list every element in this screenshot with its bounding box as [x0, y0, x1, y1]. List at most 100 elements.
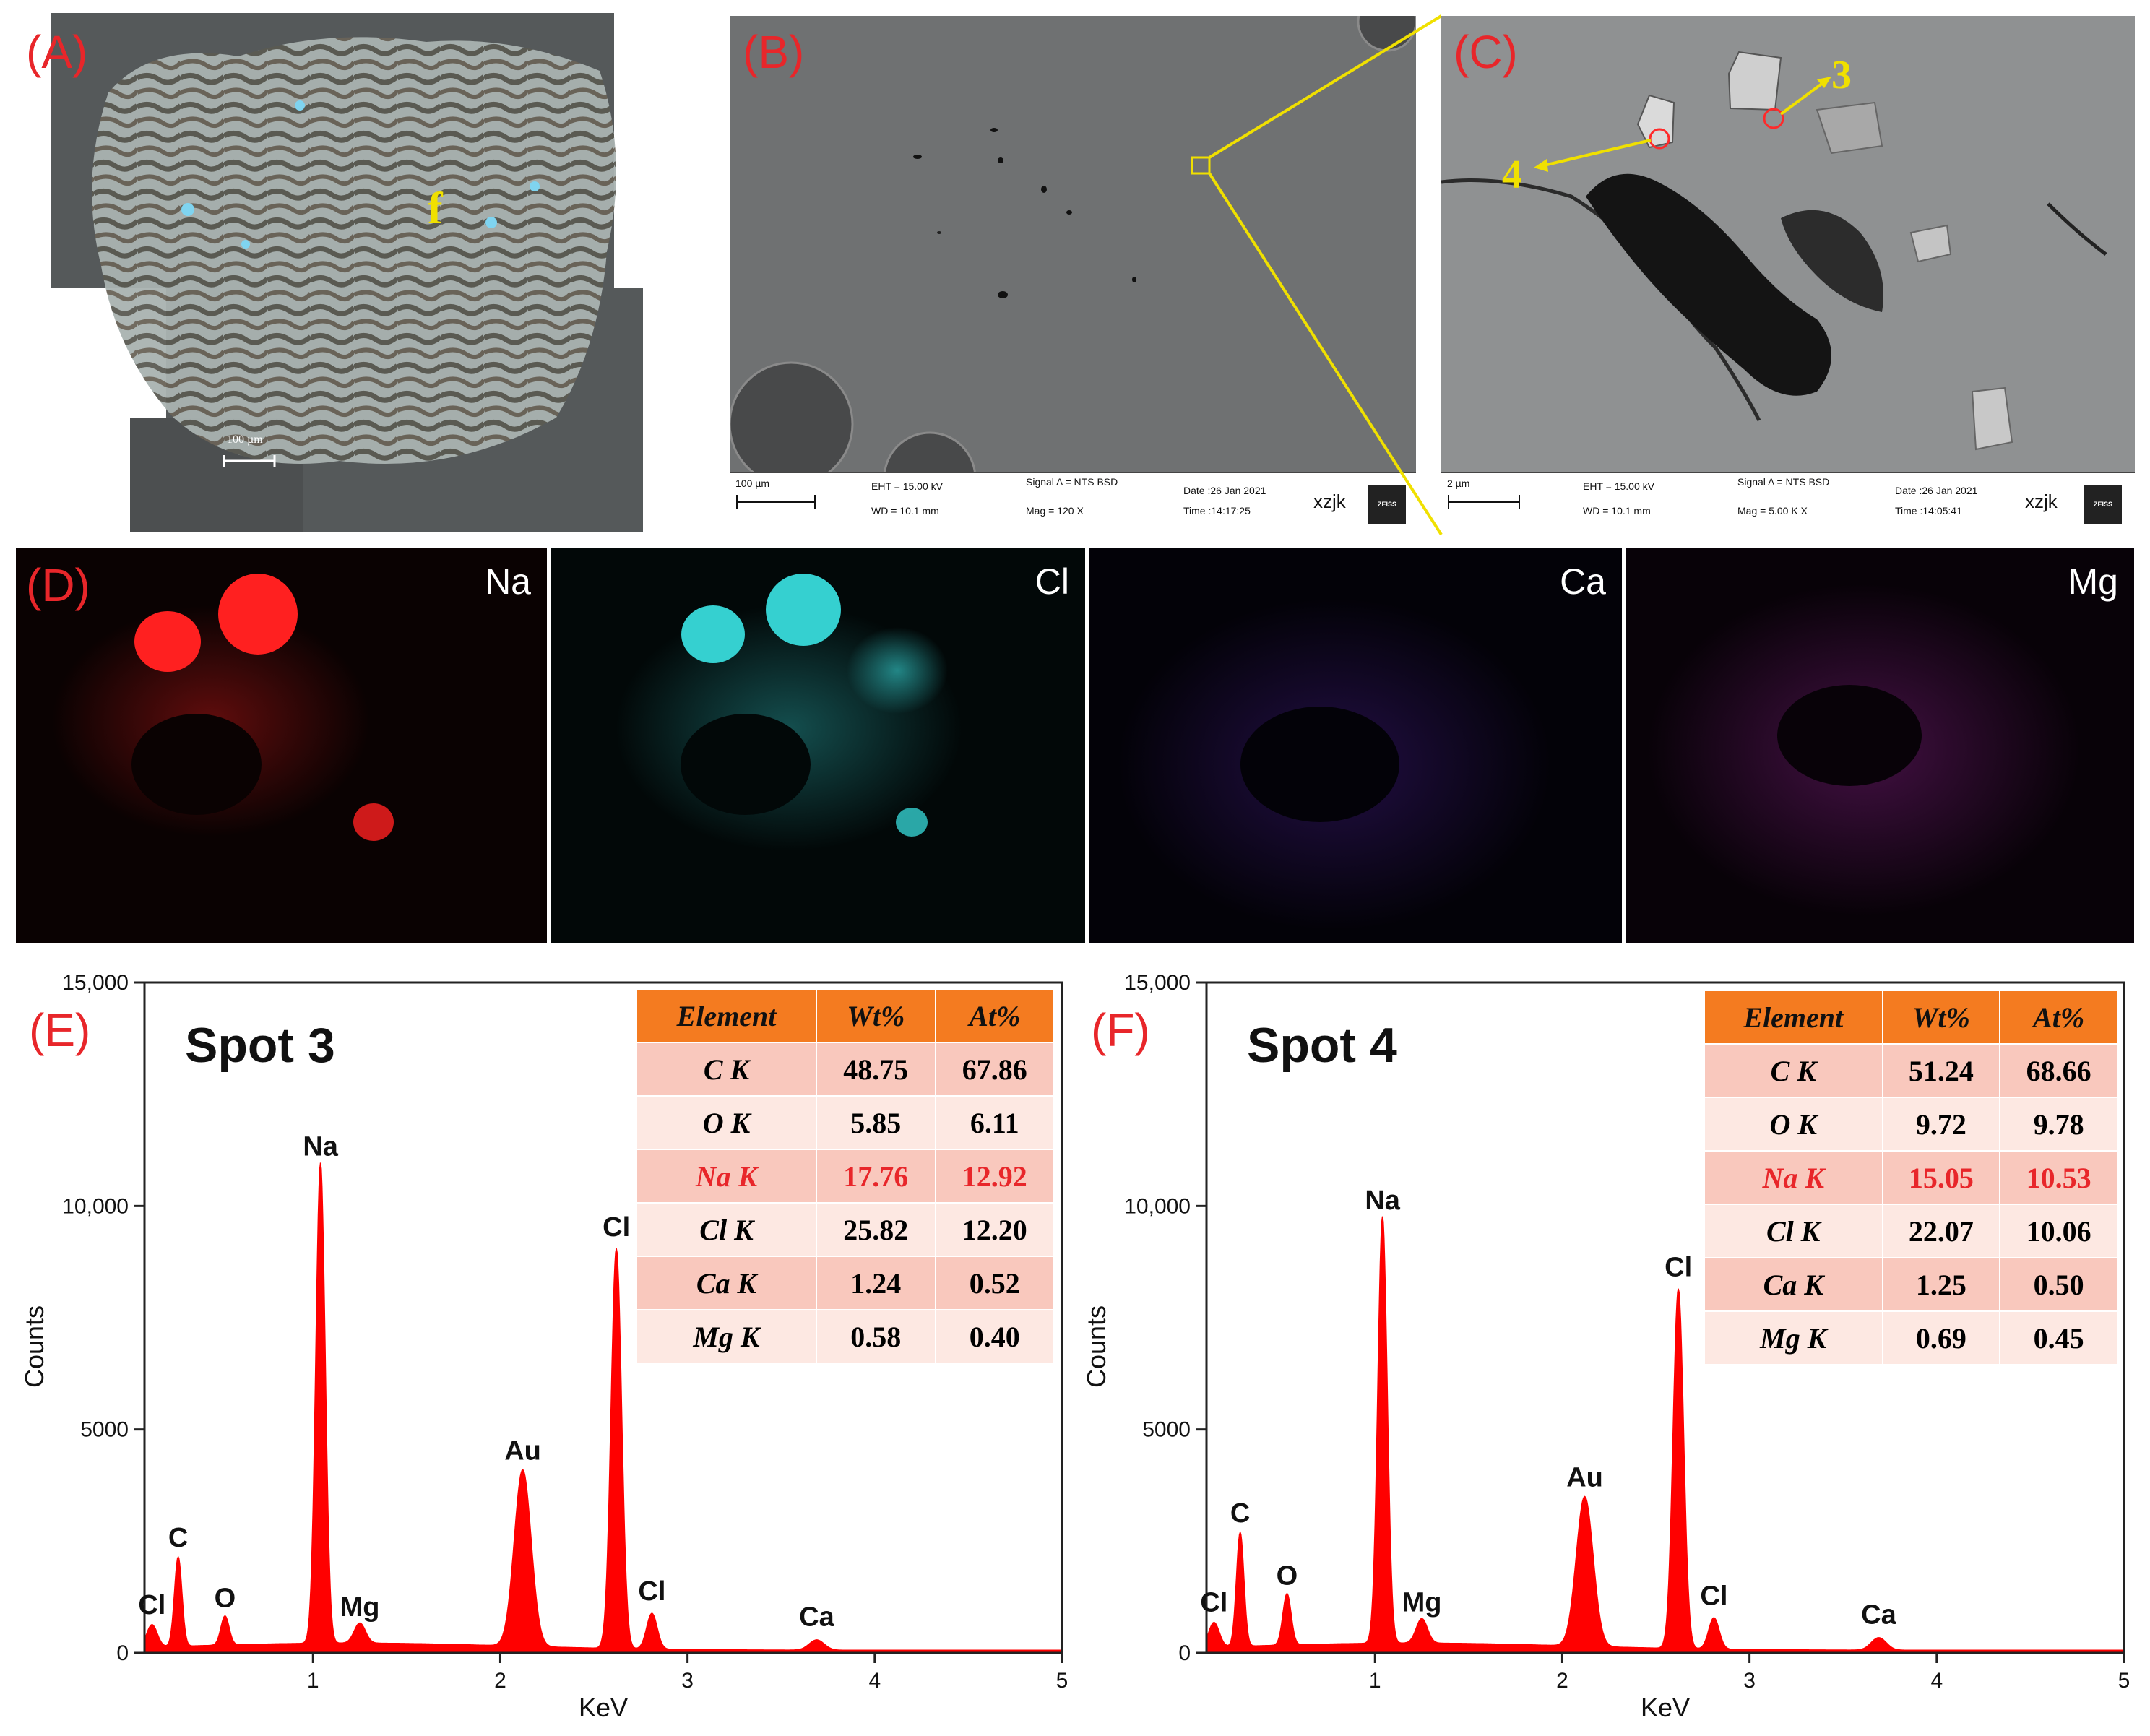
date-label: Date :26 Jan 2021 — [1895, 485, 1978, 496]
peak-label: Cl — [603, 1212, 630, 1243]
element-map-na: Na — [16, 548, 547, 943]
signal-label: Signal A = NTS BSD — [1737, 476, 1830, 488]
peak-label: Ca — [1861, 1599, 1896, 1630]
peak-label: Cl — [638, 1576, 665, 1607]
zeiss-logo-icon: ZEISS — [2084, 485, 2122, 524]
element-cell: Cl K — [637, 1203, 818, 1257]
table-header: Wt% — [816, 990, 936, 1043]
chart-title: Spot 3 — [185, 1018, 335, 1073]
mag-label: Mag = 120 X — [1026, 505, 1084, 517]
wd-label: WD = 10.1 mm — [1583, 505, 1651, 517]
sem-overview-image — [730, 16, 1416, 525]
panel-b-info-bar: 100 µm EHT = 15.00 kV WD = 10.1 mm Signa… — [730, 472, 1416, 532]
ca-map-image — [1089, 548, 1622, 943]
wt-cell: 51.24 — [1882, 1044, 2001, 1098]
spectrum-area-3 — [144, 1162, 1063, 1654]
peak-label: O — [1277, 1561, 1298, 1592]
peak-label: Ca — [799, 1602, 834, 1632]
peak-label: C — [1230, 1498, 1250, 1529]
x-tick-label: 2 — [1556, 1669, 1568, 1693]
table-row: Cl K 22.07 10.06 — [1705, 1204, 2118, 1258]
at-cell: 12.20 — [935, 1203, 1055, 1257]
wt-cell: 25.82 — [816, 1203, 936, 1257]
table-row: C K 48.75 67.86 — [637, 1042, 1055, 1097]
element-map-mg: Mg — [1626, 548, 2134, 943]
table-row: Mg K 0.58 0.40 — [637, 1310, 1055, 1364]
table-header: Wt% — [1882, 991, 2001, 1045]
x-tick-label: 3 — [1743, 1669, 1756, 1693]
date-label: Date :26 Jan 2021 — [1183, 485, 1266, 496]
table-header: Element — [637, 990, 818, 1043]
panel-label-c: (C) — [1454, 26, 1518, 78]
y-tick-label: 15,000 — [62, 971, 129, 995]
y-axis-label: Counts — [1082, 1305, 1111, 1388]
at-cell: 6.11 — [935, 1096, 1055, 1150]
y-tick-label: 5000 — [1142, 1418, 1191, 1442]
at-cell: 67.86 — [935, 1042, 1055, 1097]
x-tick-label: 3 — [681, 1669, 694, 1693]
at-cell: 68.66 — [2000, 1044, 2118, 1098]
x-axis-label: KeV — [1641, 1693, 1690, 1722]
x-tick-label: 5 — [2118, 1669, 2130, 1693]
wt-cell: 5.85 — [816, 1096, 936, 1150]
panel-c-info-bar: 2 µm EHT = 15.00 kV WD = 10.1 mm Signal … — [1441, 472, 2135, 532]
at-cell: 0.52 — [935, 1256, 1055, 1310]
eht-label: EHT = 15.00 kV — [871, 480, 943, 492]
spectrum-area-4 — [1206, 1216, 2125, 1654]
marker-f: f — [428, 184, 443, 233]
x-tick-label: 1 — [307, 1669, 319, 1693]
plot-frame — [1205, 981, 2125, 1654]
time-label: Time :14:17:25 — [1183, 505, 1251, 517]
y-tick-label: 5000 — [80, 1418, 129, 1442]
wt-cell: 15.05 — [1882, 1151, 2001, 1205]
spot-4-label: 4 — [1502, 152, 1522, 197]
wd-label: WD = 10.1 mm — [871, 505, 939, 517]
panel-label-f: (F) — [1091, 1004, 1150, 1056]
at-cell: 12.92 — [935, 1149, 1055, 1204]
x-tick-label: 4 — [868, 1669, 881, 1693]
mg-map-image — [1626, 548, 2134, 943]
wt-cell: 9.72 — [1882, 1097, 2001, 1152]
wt-cell: 0.58 — [816, 1310, 936, 1364]
signal-label: Signal A = NTS BSD — [1026, 476, 1118, 488]
table-row: C K 51.24 68.66 — [1705, 1044, 2118, 1098]
table-row: Cl K 25.82 12.20 — [637, 1203, 1055, 1257]
peak-label: Na — [1365, 1186, 1400, 1216]
y-tick-label: 10,000 — [62, 1194, 129, 1218]
na-map-image — [16, 548, 547, 943]
map-label-mg: Mg — [2068, 561, 2118, 602]
cl-map-image — [551, 548, 1085, 943]
panel-c-sem-image: 3 4 2 µm EHT = 15.00 kV WD = 10.1 mm Sig… — [1441, 16, 2135, 532]
at-cell: 0.50 — [2000, 1258, 2118, 1312]
wt-cell: 17.76 — [816, 1149, 936, 1204]
element-map-cl: Cl — [551, 548, 1085, 943]
chart-title: Spot 4 — [1247, 1018, 1397, 1073]
eds-table-spot-4: Element Wt% At% C K 51.24 68.66 O K 9.72 9.7… — [1705, 991, 2118, 1365]
table-header: Element — [1705, 991, 1883, 1045]
at-cell: 0.45 — [2000, 1311, 2118, 1365]
element-cell: O K — [1705, 1097, 1883, 1152]
element-cell: Ca K — [637, 1256, 818, 1310]
panel-a-micrograph: f 100 µm — [51, 13, 679, 532]
peak-label: Au — [1566, 1462, 1603, 1493]
eds-table-spot-3: Element Wt% At% C K 48.75 67.86 O K 5.85 6.1… — [637, 990, 1055, 1364]
scale-bar-icon — [736, 495, 816, 509]
panel-label-b: (B) — [743, 26, 805, 78]
wt-cell: 1.24 — [816, 1256, 936, 1310]
table-header: At% — [2000, 991, 2118, 1045]
eht-label: EHT = 15.00 kV — [1583, 480, 1654, 492]
element-cell: Na K — [1705, 1151, 1883, 1205]
x-axis-label: KeV — [579, 1693, 628, 1722]
table-row: Na K 17.76 12.92 — [637, 1149, 1055, 1204]
peak-label: Na — [303, 1132, 338, 1162]
x-tick-label: 4 — [1930, 1669, 1943, 1693]
wt-cell: 48.75 — [816, 1042, 936, 1097]
at-cell: 10.06 — [2000, 1204, 2118, 1258]
wt-cell: 22.07 — [1882, 1204, 2001, 1258]
peak-label: Cl — [138, 1590, 165, 1620]
zoom-callout-lines — [1208, 14, 1443, 536]
element-cell: Mg K — [637, 1310, 818, 1364]
wt-cell: 1.25 — [1882, 1258, 2001, 1312]
peak-label: Mg — [1402, 1588, 1442, 1618]
peak-label: C — [168, 1523, 188, 1553]
